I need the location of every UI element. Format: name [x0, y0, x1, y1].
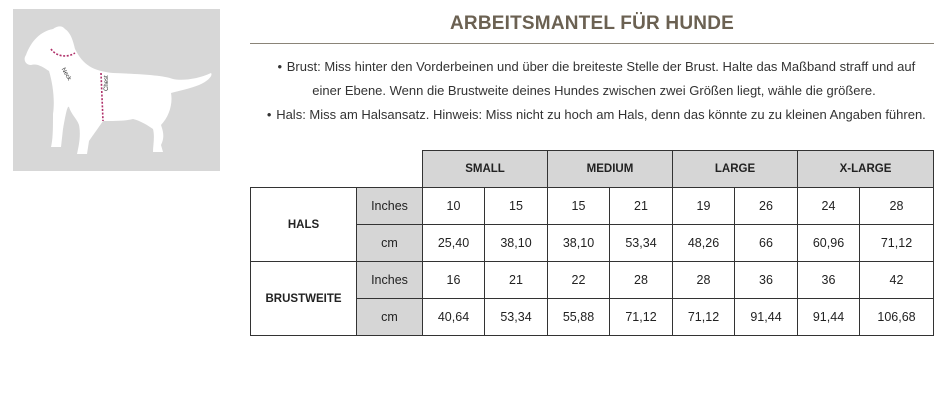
value-cell: 42: [859, 261, 934, 299]
value-cell: 22: [547, 261, 610, 299]
row-group-hals: HALS: [250, 187, 357, 262]
value-cell: 36: [797, 261, 860, 299]
value-cell: 53,34: [609, 224, 673, 262]
value-cell: 55,88: [547, 298, 610, 336]
value-cell: 21: [484, 261, 548, 299]
value-cell: 91,44: [734, 298, 798, 336]
instruction-chest-line-2: einer Ebene. Wenn die Brustweite deines …: [252, 79, 936, 103]
empty-header-cell: [357, 151, 423, 188]
instruction-neck-text: Hals: Miss am Halsansatz. Hinweis: Miss …: [276, 107, 926, 122]
size-header-large: LARGE: [672, 150, 798, 188]
bullet-icon: •: [277, 59, 283, 74]
value-cell: 21: [609, 187, 673, 225]
title-divider: [250, 43, 934, 44]
page-title: ARBEITSMANTEL FÜR HUNDE: [450, 13, 734, 34]
value-cell: 91,44: [797, 298, 860, 336]
table-row: cm 25,40 38,10 38,10 53,34 48,26 66 60,9…: [251, 224, 934, 262]
instruction-chest-line-1: • Brust: Miss hinter den Vorderbeinen und…: [252, 55, 936, 79]
size-table: SMALL MEDIUM LARGE X-LARGE HALS Inches 1…: [250, 150, 934, 336]
measurement-instructions: • Brust: Miss hinter den Vorderbeinen und…: [252, 55, 936, 127]
table-row: cm 40,64 53,34 55,88 71,12 71,12 91,44 9…: [251, 298, 934, 336]
bullet-icon: •: [266, 107, 272, 122]
instruction-chest-text-cont: einer Ebene. Wenn die Brustweite deines …: [312, 83, 876, 98]
value-cell: 15: [484, 187, 548, 225]
value-cell: 10: [422, 187, 485, 225]
value-cell: 15: [547, 187, 610, 225]
value-cell: 16: [422, 261, 485, 299]
table-row: BRUSTWEITE Inches 16 21 22 28 28 36 36 4…: [250, 261, 934, 336]
value-cell: 24: [797, 187, 860, 225]
value-cell: 38,10: [547, 224, 610, 262]
value-cell: 28: [672, 261, 735, 299]
value-cell: 40,64: [422, 298, 485, 336]
value-cell: 25,40: [422, 224, 485, 262]
value-cell: 60,96: [797, 224, 860, 262]
value-cell: 26: [734, 187, 798, 225]
size-header-x-large: X-LARGE: [797, 150, 934, 188]
empty-header-cell: [251, 151, 357, 188]
size-header-small: SMALL: [422, 150, 548, 188]
value-cell: 106,68: [859, 298, 934, 336]
value-cell: 48,26: [672, 224, 735, 262]
value-cell: 38,10: [484, 224, 548, 262]
value-cell: 28: [609, 261, 673, 299]
table-row: HALS Inches 10 15 15 21 19 26 24 28: [250, 187, 934, 262]
unit-cell: Inches: [356, 187, 423, 225]
size-header-medium: MEDIUM: [547, 150, 673, 188]
size-header-row: SMALL MEDIUM LARGE X-LARGE: [251, 150, 934, 188]
value-cell: 66: [734, 224, 798, 262]
unit-cell: cm: [356, 224, 423, 262]
value-cell: 28: [859, 187, 934, 225]
row-group-brustweite: BRUSTWEITE: [250, 261, 357, 336]
unit-cell: Inches: [356, 261, 423, 299]
value-cell: 71,12: [672, 298, 735, 336]
chest-label: Chest: [104, 75, 110, 91]
value-cell: 19: [672, 187, 735, 225]
value-cell: 71,12: [609, 298, 673, 336]
unit-cell: cm: [356, 298, 423, 336]
value-cell: 53,34: [484, 298, 548, 336]
value-cell: 71,12: [859, 224, 934, 262]
instruction-neck: • Hals: Miss am Halsansatz. Hinweis: Miss…: [252, 103, 936, 127]
dog-silhouette-icon: [24, 26, 212, 154]
dog-illustration-panel: Neck Chest: [13, 9, 220, 171]
value-cell: 36: [734, 261, 798, 299]
instruction-chest-text: Brust: Miss hinter den Vorderbeinen und …: [286, 59, 916, 74]
